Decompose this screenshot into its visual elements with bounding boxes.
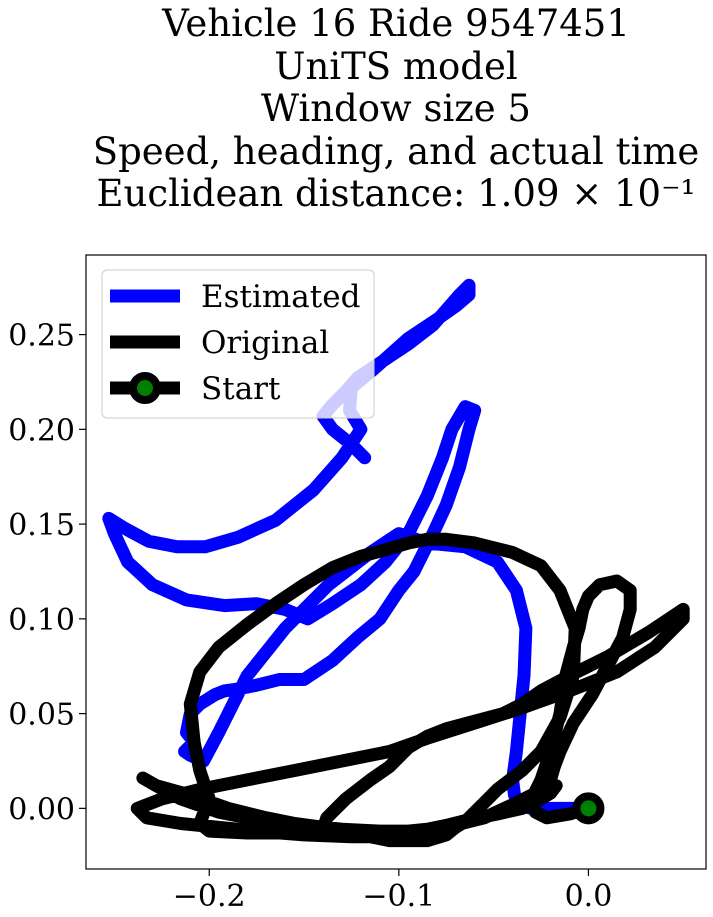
start-marker (576, 796, 600, 820)
x-tick-label: −0.1 (362, 879, 435, 914)
title-line-3: Window size 5 (261, 87, 531, 130)
title-line-4: Speed, heading, and actual time (93, 130, 700, 173)
y-tick-label: 0.00 (8, 792, 75, 827)
chart-title: Vehicle 16 Ride 9547451 UniTS model Wind… (93, 2, 700, 215)
legend-start-marker (133, 376, 157, 400)
legend-label-start: Start (201, 371, 281, 407)
title-line-2: UniTS model (274, 45, 517, 88)
y-tick-label: 0.05 (8, 698, 75, 733)
legend-label-estimated: Estimated (201, 279, 360, 315)
y-tick-label: 0.20 (8, 413, 75, 448)
legend: Estimated Original Start (102, 270, 374, 418)
y-tick-label: 0.10 (8, 603, 75, 638)
x-tick-label: −0.2 (173, 879, 246, 914)
title-line-1: Vehicle 16 Ride 9547451 (161, 2, 630, 45)
title-line-5: Euclidean distance: 1.09 × 10⁻¹ (97, 172, 696, 215)
y-tick-label: 0.15 (8, 508, 75, 543)
x-tick-label: 0.0 (565, 879, 613, 914)
legend-label-original: Original (201, 325, 329, 361)
y-tick-label: 0.25 (8, 319, 75, 354)
